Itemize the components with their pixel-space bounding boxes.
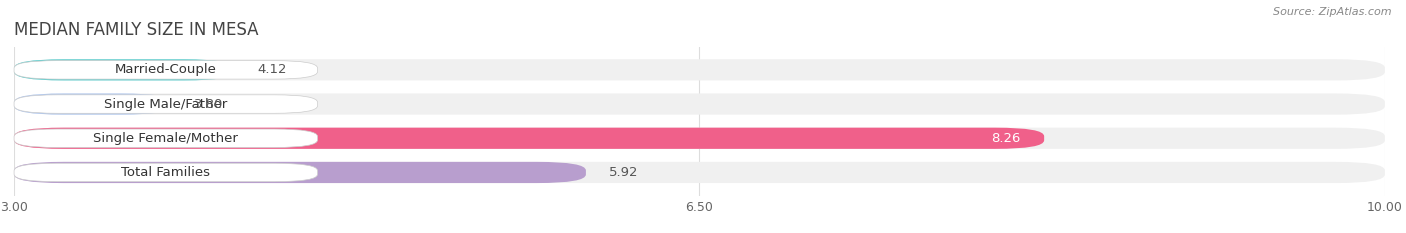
FancyBboxPatch shape: [14, 93, 170, 115]
Text: 3.80: 3.80: [194, 98, 224, 111]
Text: 8.26: 8.26: [991, 132, 1021, 145]
Text: Source: ZipAtlas.com: Source: ZipAtlas.com: [1274, 7, 1392, 17]
FancyBboxPatch shape: [14, 59, 233, 80]
FancyBboxPatch shape: [14, 162, 586, 183]
Text: Single Male/Father: Single Male/Father: [104, 98, 228, 111]
FancyBboxPatch shape: [14, 95, 318, 113]
FancyBboxPatch shape: [14, 162, 1385, 183]
FancyBboxPatch shape: [14, 59, 1385, 80]
FancyBboxPatch shape: [14, 129, 318, 147]
FancyBboxPatch shape: [14, 61, 318, 79]
FancyBboxPatch shape: [14, 93, 1385, 115]
Text: Total Families: Total Families: [121, 166, 211, 179]
Text: Married-Couple: Married-Couple: [115, 63, 217, 76]
FancyBboxPatch shape: [14, 128, 1045, 149]
FancyBboxPatch shape: [14, 163, 318, 182]
Text: 4.12: 4.12: [257, 63, 287, 76]
FancyBboxPatch shape: [14, 128, 1385, 149]
Text: Single Female/Mother: Single Female/Mother: [93, 132, 238, 145]
Text: MEDIAN FAMILY SIZE IN MESA: MEDIAN FAMILY SIZE IN MESA: [14, 21, 259, 39]
Text: 5.92: 5.92: [609, 166, 638, 179]
